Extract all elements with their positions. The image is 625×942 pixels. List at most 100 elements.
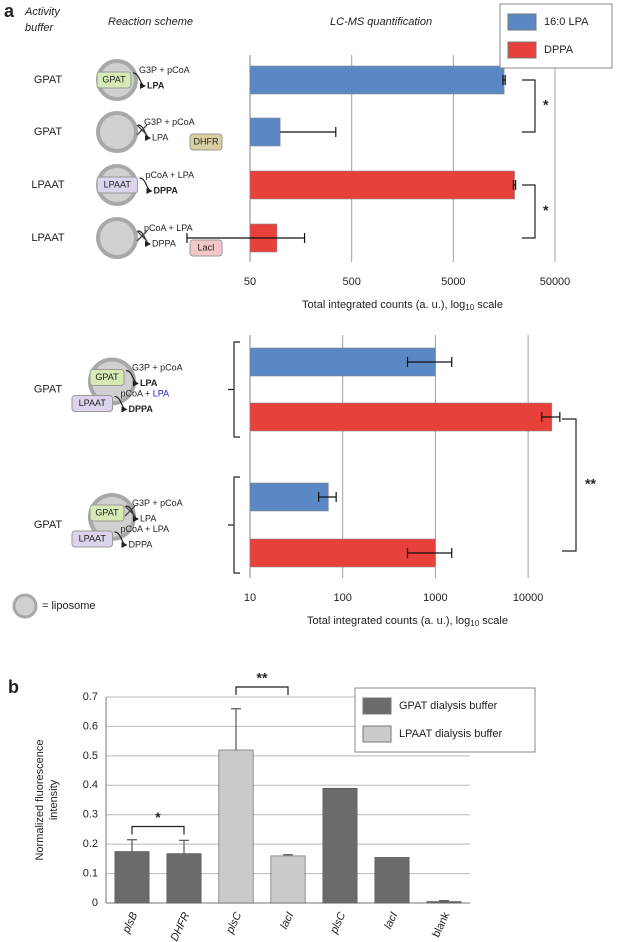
- reaction-text: pCoA + LPA: [121, 389, 170, 399]
- liposome: [96, 111, 138, 153]
- x-axis-label: Total integrated counts (a. u.), log10 s…: [302, 299, 503, 312]
- reaction-arrow: [114, 395, 128, 413]
- significance-bracket: [522, 79, 536, 133]
- row-label: GPAT: [34, 519, 63, 531]
- blocked-mark: [136, 124, 148, 136]
- enzyme-label: LPAAT: [104, 179, 132, 189]
- reaction-arrow: [125, 369, 139, 387]
- legend-swatch: [507, 13, 537, 31]
- reaction-text: pCoA + LPA: [146, 170, 195, 180]
- product-label: LPA: [140, 378, 158, 388]
- cross: [136, 124, 148, 136]
- control-protein-box: [189, 239, 223, 257]
- x-tick-label: lacI: [382, 910, 400, 931]
- control-protein-box: [189, 133, 223, 151]
- reaction-part: pCoA + LPA: [144, 223, 193, 233]
- row-label: LPAAT: [31, 232, 64, 244]
- x-axis-label-part: Total integrated counts (a. u.), log: [307, 615, 470, 627]
- bar: [166, 853, 202, 904]
- error-bar: [502, 75, 506, 85]
- y-tick-label: 0.7: [83, 691, 98, 703]
- column-header: LC-MS quantification: [330, 16, 432, 28]
- error-bar: [406, 357, 453, 367]
- reaction-part: G3P + pCoA: [139, 65, 190, 75]
- row-label: GPAT: [34, 383, 63, 395]
- reaction-part: pCoA + LPA: [146, 170, 195, 180]
- blocked-mark: [124, 505, 136, 517]
- legend-swatch: [507, 41, 537, 59]
- product-label: LPA: [152, 132, 168, 142]
- error-bar: [231, 708, 241, 750]
- reaction-text: G3P + pCoA: [132, 498, 183, 508]
- bar: [114, 851, 150, 904]
- error-bar: [541, 412, 561, 422]
- reaction-text: G3P + pCoA: [132, 363, 183, 373]
- y-tick-label: 0.5: [83, 750, 98, 762]
- bar: [249, 65, 505, 95]
- legend-label: DPPA: [544, 44, 574, 56]
- x-axis-label: Total integrated counts (a. u.), log10 s…: [307, 615, 508, 628]
- enzyme-box: [96, 71, 132, 89]
- x-tick-label: 1000: [423, 592, 447, 604]
- enzyme-label: LPAAT: [79, 398, 107, 408]
- row-label: LPAAT: [31, 179, 64, 191]
- y-tick-label: 0.3: [83, 809, 98, 821]
- reaction-part: pCoA +: [121, 389, 153, 399]
- reaction-part: G3P + pCoA: [132, 363, 183, 373]
- error-bar: [283, 854, 293, 856]
- y-axis-label: intensity: [48, 779, 60, 820]
- product-label: DPPA: [152, 238, 176, 248]
- x-tick-label: 100: [334, 592, 352, 604]
- x-tick-label: blank: [430, 910, 452, 939]
- legend-swatch: [362, 697, 392, 715]
- reaction-text: G3P + pCoA: [144, 117, 195, 127]
- x-tick-label: 10: [244, 592, 256, 604]
- product-label: LPA: [147, 80, 165, 90]
- reaction-text: pCoA + LPA: [144, 223, 193, 233]
- column-header: Activity: [24, 6, 61, 18]
- y-axis-label: Normalized fluorescence: [34, 739, 46, 860]
- significance-label: *: [543, 97, 549, 113]
- error-bar: [512, 180, 517, 190]
- significance-label: *: [543, 202, 549, 218]
- x-tick-label: 10000: [513, 592, 544, 604]
- y-tick-label: 0: [92, 897, 98, 909]
- x-tick-label: 500: [342, 276, 360, 288]
- bar: [249, 482, 329, 512]
- product-label: LPA: [140, 513, 156, 523]
- panel-label: a: [4, 1, 15, 21]
- bar: [249, 538, 436, 568]
- x-tick-label: 5000: [441, 276, 465, 288]
- legend-swatch: [362, 725, 392, 743]
- reaction-arrow: [132, 72, 146, 89]
- error-bar: [280, 127, 337, 137]
- reaction-text: G3P + pCoA: [139, 65, 190, 75]
- enzyme-box: [89, 504, 125, 522]
- enzyme-label: GPAT: [102, 74, 126, 84]
- product-label: DPPA: [154, 185, 179, 195]
- legend-label: 16:0 LPA: [544, 16, 589, 28]
- product-label: DPPA: [129, 404, 154, 414]
- enzyme-label: GPAT: [95, 372, 119, 382]
- x-tick-label: 50: [244, 276, 256, 288]
- x-axis-label-part: 10: [465, 303, 474, 312]
- group-bracket: [228, 341, 240, 438]
- column-header: Reaction scheme: [108, 16, 193, 28]
- error-bar: [318, 492, 337, 502]
- legend-label: GPAT dialysis buffer: [399, 700, 498, 712]
- liposome-legend: = liposome: [42, 600, 96, 612]
- reaction-part: G3P + pCoA: [144, 117, 195, 127]
- x-tick-label: plsC: [224, 910, 245, 936]
- bar: [218, 749, 254, 904]
- enzyme-box: [96, 176, 138, 194]
- enzyme-label: LPAAT: [79, 533, 107, 543]
- reaction-text: pCoA + LPA: [121, 524, 170, 534]
- error-bar: [186, 233, 306, 243]
- liposome-icon: [12, 593, 38, 619]
- significance-label: **: [257, 670, 268, 686]
- cross: [136, 230, 148, 242]
- y-tick-label: 0.6: [83, 720, 98, 732]
- x-axis-label-part: 10: [470, 619, 479, 628]
